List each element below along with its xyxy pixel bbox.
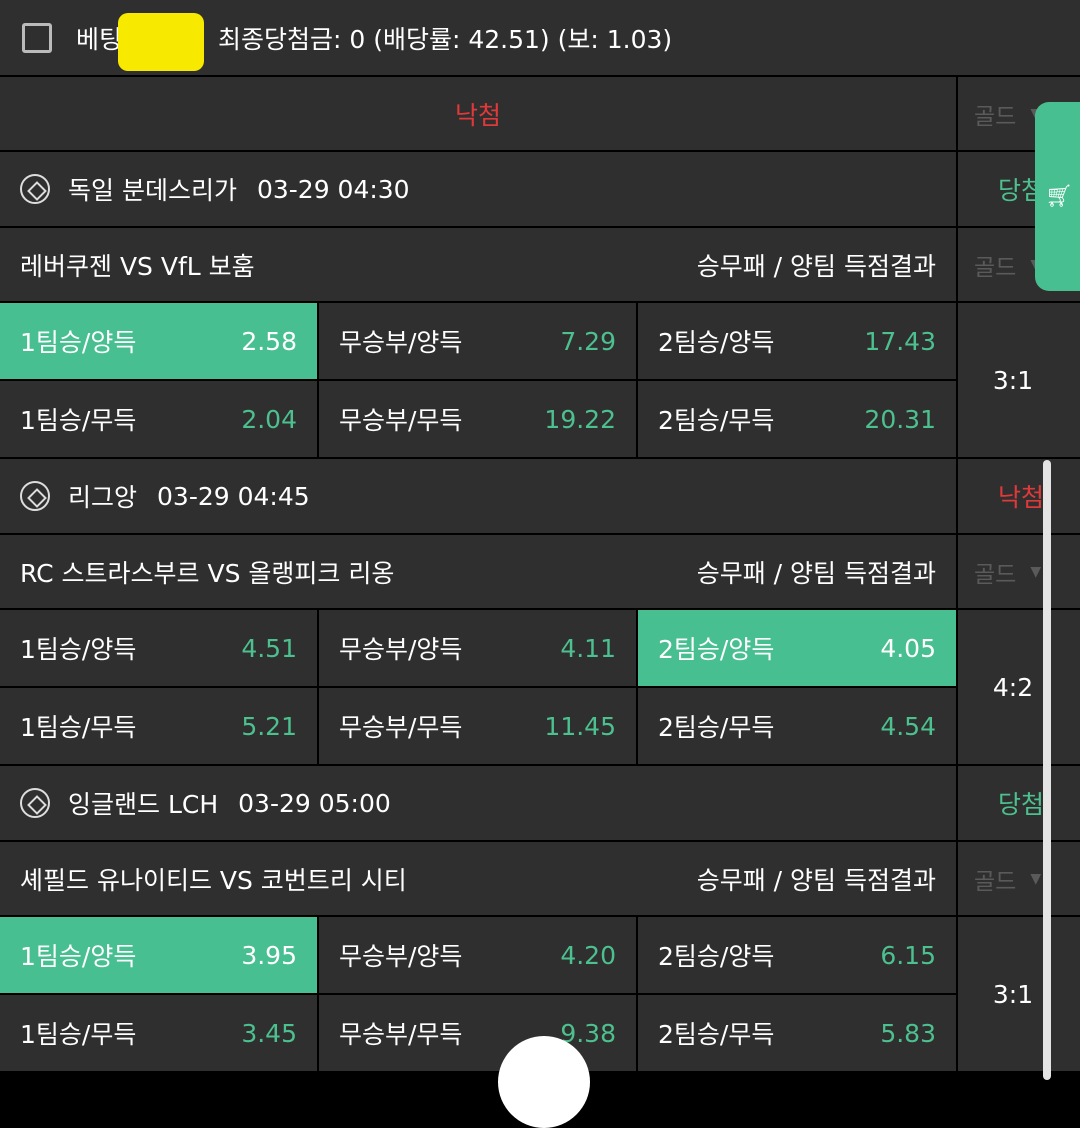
odds-button[interactable]: 2팀승/무득 20.31 [638,381,956,457]
odds-label: 무승부/무득 [339,713,463,742]
odds-button[interactable]: 무승부/양득 4.11 [319,610,636,686]
league-row: 독일 분데스리가 03-29 04:30 [0,152,956,226]
odds-label: 무승부/양득 [339,635,463,664]
league-name: 잉글랜드 LCH [68,790,219,819]
odds-button[interactable]: 무승부/무득 19.22 [319,381,636,457]
odds-value: 17.43 [864,326,936,356]
odds-button[interactable]: 2팀승/무득 4.54 [638,688,956,764]
dropdown-arrow-icon: ▼ [1030,563,1042,580]
final-score: 3:1 [958,303,1080,457]
overall-result: 낙첨 [0,77,956,150]
floating-button[interactable] [498,1036,590,1128]
odds-button[interactable]: 2팀승/무득 5.83 [638,995,956,1071]
game-result: 낙첨 [958,459,1080,533]
odds-button[interactable]: 1팀승/무득 3.45 [0,995,317,1071]
odds-label: 2팀승/양득 [658,635,775,664]
odds-value: 4.20 [560,940,616,970]
match-row: 셰필드 유나이티드 VS 코번트리 시티 승무패 / 양팀 득점결과 [0,842,956,915]
odds-button[interactable]: 2팀승/양득 4.05 [638,610,956,686]
odds-value: 20.31 [864,404,936,434]
cart-tab[interactable]: 🛒︎ [1035,102,1080,291]
match-teams: RC 스트라스부르 VS 올랭피크 리옹 [20,558,395,588]
odds-label: 1팀승/무득 [20,1020,137,1049]
league-row: 잉글랜드 LCH 03-29 05:00 [0,766,956,840]
odds-label: 무승부/무득 [339,1020,463,1049]
gold-select[interactable]: 골드 ▼ [958,535,1080,608]
gold-label: 골드 [974,868,1017,895]
odds-value: 3.45 [241,1018,297,1048]
gold-label: 골드 [974,103,1017,130]
odds-label: 무승부/무득 [339,406,463,435]
odds-label: 2팀승/무득 [658,406,775,435]
odds-button[interactable]: 무승부/무득 11.45 [319,688,636,764]
odds-value: 19.22 [544,404,616,434]
match-row: 레버쿠젠 VS VfL 보훔 승무패 / 양팀 득점결과 [0,228,956,301]
odds-button[interactable]: 2팀승/양득 17.43 [638,303,956,379]
odds-value: 4.11 [560,633,616,663]
odds-value: 5.83 [880,1018,936,1048]
odds-value: 3.95 [241,940,297,970]
match-teams: 레버쿠젠 VS VfL 보훔 [20,251,255,281]
final-score: 4:2 [958,610,1080,764]
soccer-ball-icon [20,788,50,818]
scrollbar[interactable] [1043,460,1051,1080]
market-name: 승무패 / 양팀 득점결과 [696,251,936,281]
gold-select[interactable]: 골드 ▼ [958,842,1080,915]
league-name: 독일 분데스리가 [68,176,237,205]
game-result: 당첨 [958,766,1080,840]
odds-button[interactable]: 1팀승/무득 5.21 [0,688,317,764]
bet-checkbox[interactable] [22,22,52,53]
odds-button[interactable]: 1팀승/무득 2.04 [0,381,317,457]
odds-value: 9.38 [560,1018,616,1048]
market-name: 승무패 / 양팀 득점결과 [696,558,936,588]
gold-label: 골드 [974,254,1017,281]
odds-value: 4.05 [880,633,936,663]
odds-label: 2팀승/무득 [658,1020,775,1049]
soccer-ball-icon [20,481,50,511]
league-name: 리그앙 [68,483,138,512]
match-time: 03-29 04:30 [256,174,410,204]
odds-button[interactable]: 무승부/무득 9.38 [319,995,636,1071]
redaction-mark [118,12,205,71]
bet-label: 베팅 [76,24,123,54]
odds-value: 4.51 [241,633,297,663]
soccer-ball-icon [20,174,50,204]
odds-value: 11.45 [544,711,616,741]
odds-label: 1팀승/무득 [20,713,137,742]
odds-label: 2팀승/무득 [658,713,775,742]
match-time: 03-29 04:45 [157,481,310,511]
cart-icon: 🛒︎ [1045,184,1073,209]
odds-button[interactable]: 1팀승/양득 3.95 [0,917,317,993]
odds-value: 4.54 [880,711,936,741]
odds-value: 2.58 [241,326,297,356]
final-score: 3:1 [958,917,1080,1071]
odds-label: 2팀승/양득 [658,942,775,971]
gold-label: 골드 [974,561,1017,588]
odds-label: 1팀승/무득 [20,406,137,435]
match-row: RC 스트라스부르 VS 올랭피크 리옹 승무패 / 양팀 득점결과 [0,535,956,608]
odds-value: 5.21 [241,711,297,741]
odds-label: 무승부/양득 [339,328,463,357]
odds-label: 2팀승/양득 [658,328,775,357]
odds-button[interactable]: 무승부/양득 4.20 [319,917,636,993]
bet-header: 베팅 최종당첨금: 0 (배당률: 42.51) (보: 1.03) [0,0,1080,75]
market-name: 승무패 / 양팀 득점결과 [696,865,936,895]
league-row: 리그앙 03-29 04:45 [0,459,956,533]
match-teams: 셰필드 유나이티드 VS 코번트리 시티 [20,865,407,895]
bet-summary: 최종당첨금: 0 (배당률: 42.51) (보: 1.03) [218,24,673,54]
dropdown-arrow-icon: ▼ [1030,870,1042,887]
match-time: 03-29 05:00 [238,788,391,818]
odds-value: 6.15 [880,940,936,970]
odds-value: 2.04 [241,404,297,434]
odds-button[interactable]: 1팀승/양득 2.58 [0,303,317,379]
odds-value: 7.29 [560,326,616,356]
odds-label: 1팀승/양득 [20,328,137,357]
odds-button[interactable]: 1팀승/양득 4.51 [0,610,317,686]
odds-label: 무승부/양득 [339,942,463,971]
odds-label: 1팀승/양득 [20,635,137,664]
odds-button[interactable]: 무승부/양득 7.29 [319,303,636,379]
odds-button[interactable]: 2팀승/양득 6.15 [638,917,956,993]
odds-label: 1팀승/양득 [20,942,137,971]
